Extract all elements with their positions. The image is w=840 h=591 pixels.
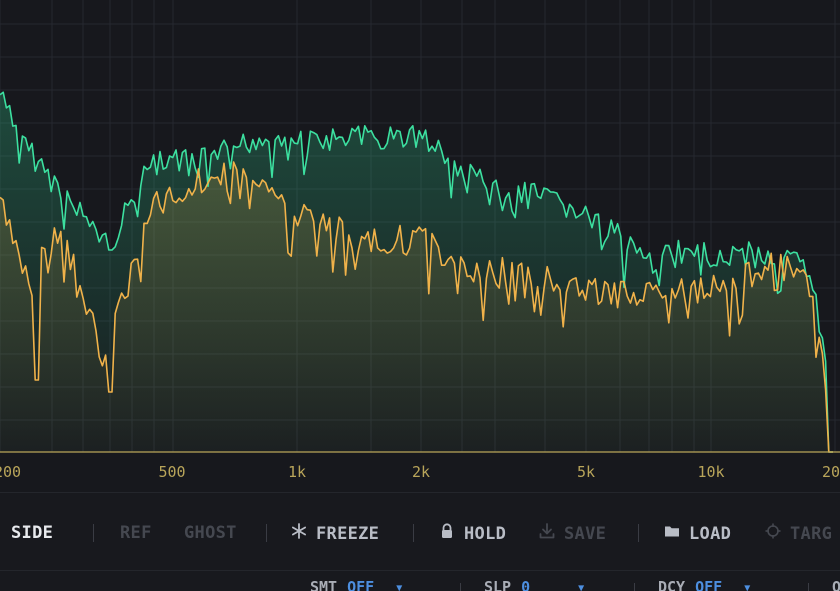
spectrum-plot: 200 500 1k 2k 5k 10k 20 [0,0,840,481]
spectrum-analyzer[interactable]: 200 500 1k 2k 5k 10k 20 [0,0,840,492]
freq-label-2k: 2k [412,463,430,481]
smoothing-control[interactable]: SMT OFF ▼ [310,578,402,591]
ref-trace-fill [0,162,833,452]
save-button[interactable]: SAVE [538,522,606,544]
toolbar: SIDE REF GHOST FREEZE HOLD SAVE LOAD TAR… [0,492,840,571]
ref-button[interactable]: REF [120,522,152,544]
dcy-value: OFF [695,578,723,591]
status-divider [634,583,635,591]
dropdown-caret-icon: ▼ [396,583,403,591]
side-trace-line [0,91,833,453]
freq-label-10k: 10k [697,463,724,481]
freeze-button[interactable]: FREEZE [290,522,379,544]
slope-control[interactable]: SLP 0 ▼ [484,578,584,591]
freq-label-5k: 5k [577,463,595,481]
freq-label-500: 500 [158,463,185,481]
lock-icon [438,522,456,546]
status-bar: SMT OFF ▼ SLP 0 ▼ DCY OFF ▼ O [0,570,840,591]
hold-button[interactable]: HOLD [438,522,506,544]
freq-label-200: 200 [0,463,21,481]
toolbar-divider [413,524,414,542]
dropdown-caret-icon: ▼ [744,583,751,591]
overflow-control[interactable]: O [832,578,840,591]
save-label: SAVE [564,524,607,544]
dropdown-caret-icon: ▼ [578,583,585,591]
ref-label: REF [120,523,152,543]
smt-value: OFF [347,578,375,591]
load-label: LOAD [689,524,732,544]
smt-key: SMT [310,578,338,591]
target-button[interactable]: TARG [764,522,832,544]
asterisk-icon [290,522,308,546]
toolbar-divider [638,524,639,542]
freeze-label: FREEZE [316,524,380,544]
freq-label-20k: 20 [822,463,840,481]
dcy-key: DCY [658,578,686,591]
toolbar-divider [93,524,94,542]
toolbar-divider [266,524,267,542]
slp-key: SLP [484,578,512,591]
status-divider [460,583,461,591]
ghost-button[interactable]: GHOST [184,522,237,544]
side-label: SIDE [11,523,54,543]
slp-value: 0 [521,578,531,591]
target-label: TARG [790,524,833,544]
status-divider [808,583,809,591]
freq-label-1k: 1k [288,463,306,481]
load-button[interactable]: LOAD [663,522,731,544]
decay-control[interactable]: DCY OFF ▼ [658,578,750,591]
ref-trace-line [0,161,833,453]
folder-icon [663,522,681,546]
hold-label: HOLD [464,524,507,544]
o-key: O [832,578,840,591]
side-button[interactable]: SIDE [11,522,53,544]
crosshair-icon [764,522,782,546]
ghost-label: GHOST [184,523,237,543]
download-icon [538,522,556,546]
